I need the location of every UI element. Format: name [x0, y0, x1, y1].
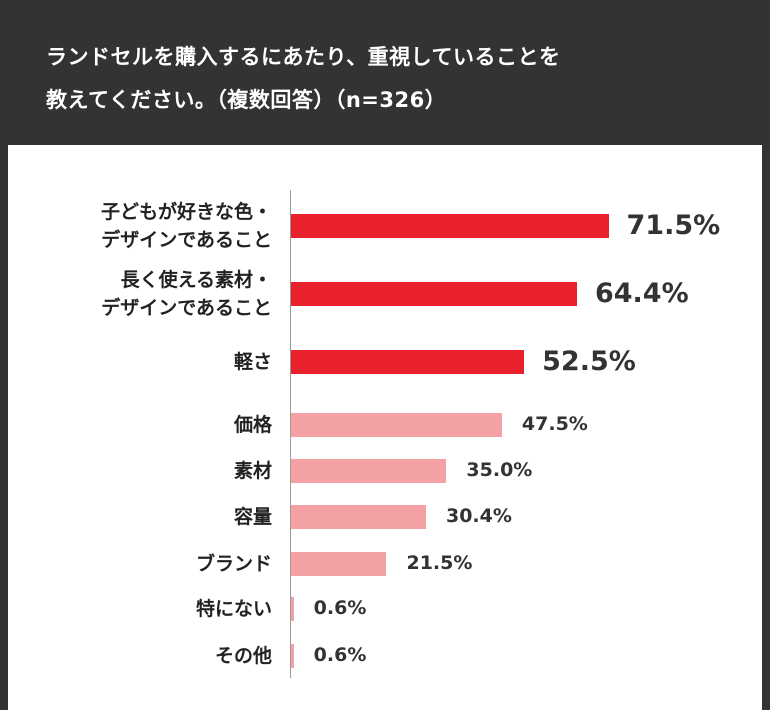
bar — [291, 644, 294, 668]
category-label: 子どもが好きな色・ デザインであること — [10, 198, 272, 254]
category-label: ブランド — [10, 550, 272, 578]
data-label: 71.5% — [626, 209, 721, 241]
category-label-line: 軽さ — [233, 351, 272, 373]
category-label-line: 価格 — [233, 414, 272, 436]
category-label: 容量 — [10, 503, 272, 531]
data-label: 21.5% — [406, 551, 473, 574]
bar — [291, 597, 294, 621]
bar — [291, 459, 447, 483]
category-label-line: その他 — [214, 645, 272, 667]
category-label-line: 子どもが好きな色・ — [100, 201, 272, 223]
chart-title-line-1: ランドセルを購入するにあたり、重視していることを — [46, 45, 561, 69]
category-label-line: 素材 — [233, 460, 272, 482]
category-label: 軽さ — [10, 348, 272, 376]
category-label: 素材 — [10, 457, 272, 485]
category-label: その他 — [10, 642, 272, 670]
bar — [291, 505, 426, 529]
chart-title: ランドセルを購入するにあたり、重視していることを 教えてください。（複数回答）（… — [46, 36, 706, 122]
bar — [291, 350, 525, 374]
category-label-line: デザインであること — [101, 297, 272, 319]
chart-title-line-2: 教えてください。（複数回答）（n=326） — [46, 88, 447, 112]
category-label: 価格 — [10, 411, 272, 439]
bar — [291, 282, 577, 306]
data-label: 64.4% — [594, 277, 689, 309]
data-label: 0.6% — [313, 643, 367, 666]
data-label: 0.6% — [313, 596, 367, 619]
bar — [291, 413, 502, 437]
data-label: 30.4% — [445, 504, 512, 527]
category-label-line: 容量 — [233, 506, 272, 528]
category-label-line: デザインであること — [101, 229, 272, 251]
category-label-line: 特にない — [195, 598, 272, 620]
data-label: 47.5% — [521, 412, 588, 435]
y-axis-line — [290, 190, 291, 678]
category-label: 長く使える素材・デザインであること — [10, 266, 272, 322]
bar — [291, 552, 387, 576]
data-label: 35.0% — [466, 458, 533, 481]
bar — [291, 214, 609, 238]
category-label-line: ブランド — [195, 553, 272, 575]
category-label: 特にない — [10, 595, 272, 623]
category-label-line: 長く使える素材・ — [120, 269, 272, 291]
data-label: 52.5% — [542, 345, 636, 377]
